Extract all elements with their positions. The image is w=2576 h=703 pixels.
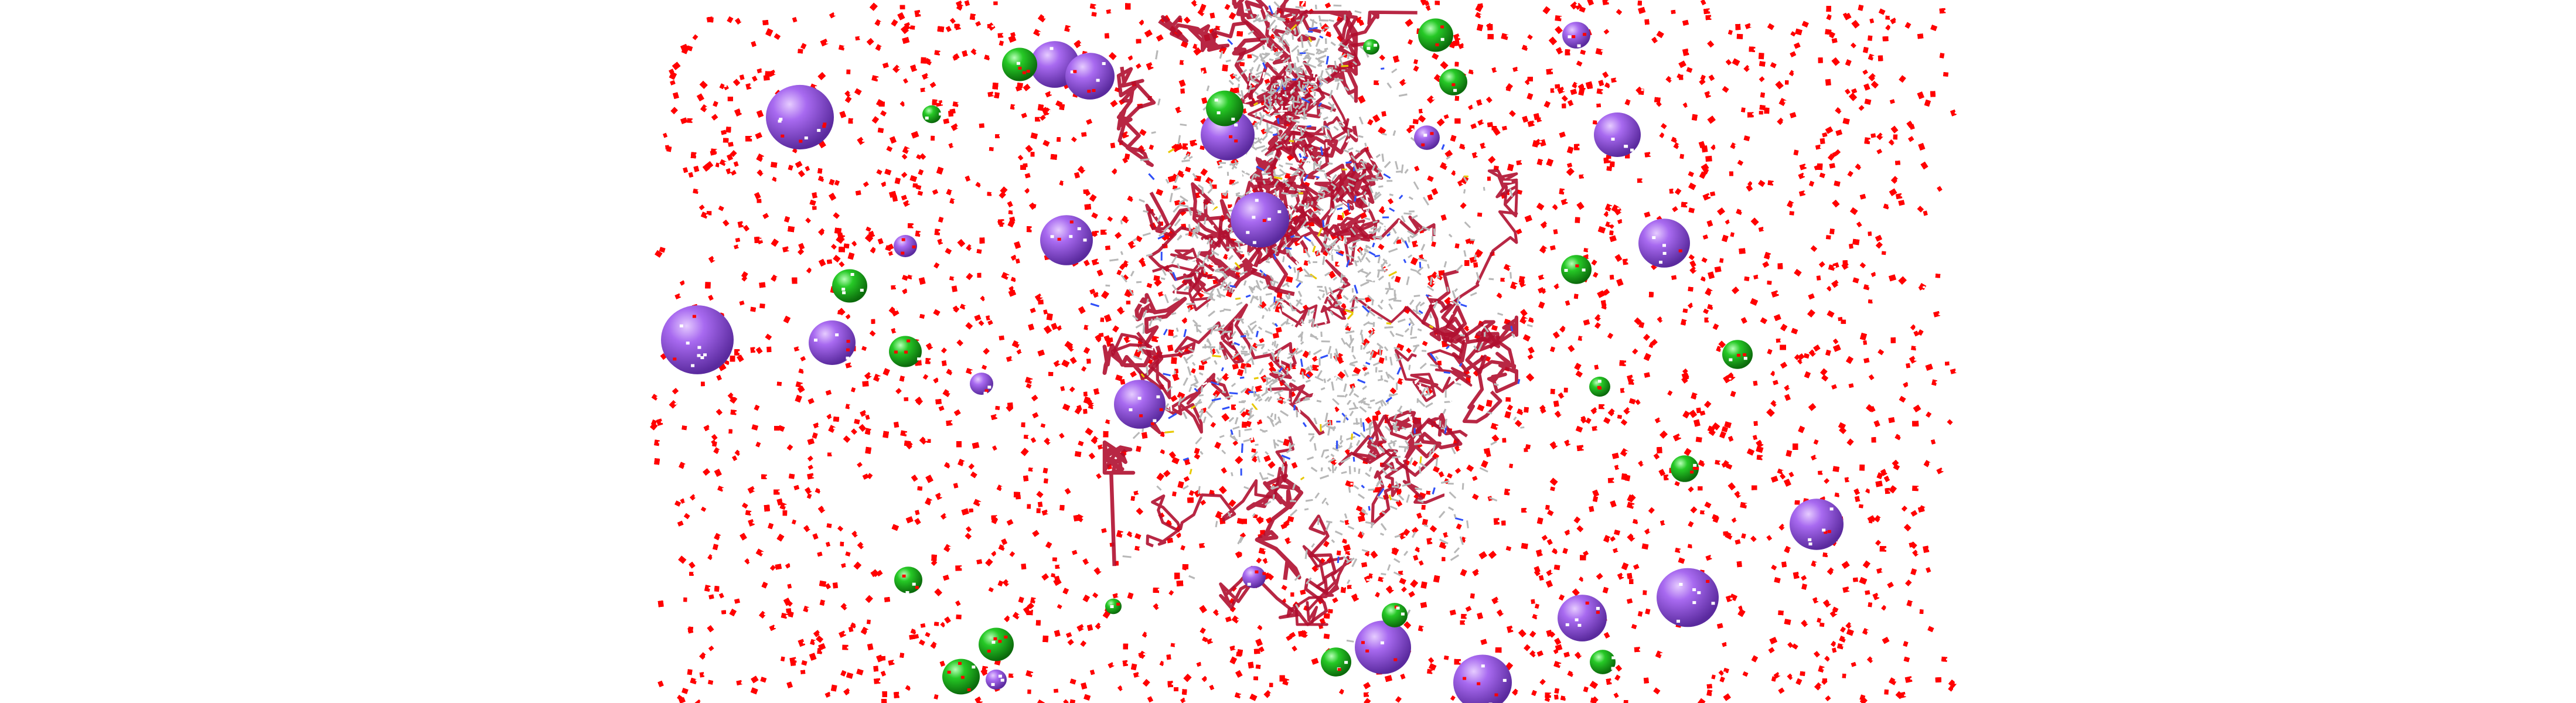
chloride-ion: [1382, 603, 1408, 627]
sodium-ion: [1355, 620, 1411, 674]
chloride-ion: [1206, 90, 1243, 127]
sodium-ion: [1114, 380, 1166, 429]
chloride-ion: [1590, 650, 1616, 674]
chloride-ion: [1439, 69, 1467, 95]
chloride-ion: [1561, 255, 1592, 284]
chloride-ion: [1002, 47, 1037, 81]
chloride-ion: [922, 105, 943, 124]
sodium-ion: [1790, 499, 1844, 550]
chloride-ion: [1722, 340, 1753, 369]
chloride-ion: [1418, 18, 1453, 52]
chloride-ion: [1589, 376, 1610, 397]
protein-structure: [1084, 0, 1545, 649]
chloride-ion: [1671, 455, 1699, 482]
sodium-ion: [1638, 219, 1690, 268]
sodium-ion: [986, 669, 1007, 690]
ions: [661, 18, 1844, 703]
chloride-ion: [894, 567, 922, 594]
sodium-ion: [894, 235, 917, 257]
chloride-ion: [832, 269, 867, 303]
chloride-ion: [1321, 647, 1351, 677]
chloride-ion: [1105, 598, 1122, 615]
sodium-ion: [970, 373, 993, 395]
sodium-ion: [766, 84, 834, 150]
sodium-ion: [661, 305, 734, 374]
water-molecules: [650, 0, 1958, 703]
sodium-ion: [809, 320, 856, 365]
sodium-ion: [1594, 112, 1641, 157]
sodium-ion: [1065, 53, 1115, 100]
sodium-ion: [1040, 215, 1093, 265]
sodium-ion: [1562, 22, 1590, 49]
chloride-ion: [1363, 39, 1379, 55]
sodium-ion: [1657, 568, 1719, 627]
chloride-ion: [979, 627, 1014, 661]
chloride-ion: [889, 336, 922, 367]
sodium-ion: [1558, 595, 1607, 641]
sodium-ion: [1242, 566, 1266, 588]
sodium-ion: [1453, 654, 1512, 703]
chloride-ion: [942, 658, 980, 695]
sodium-ion: [1414, 125, 1440, 150]
sodium-ion: [1231, 192, 1289, 248]
